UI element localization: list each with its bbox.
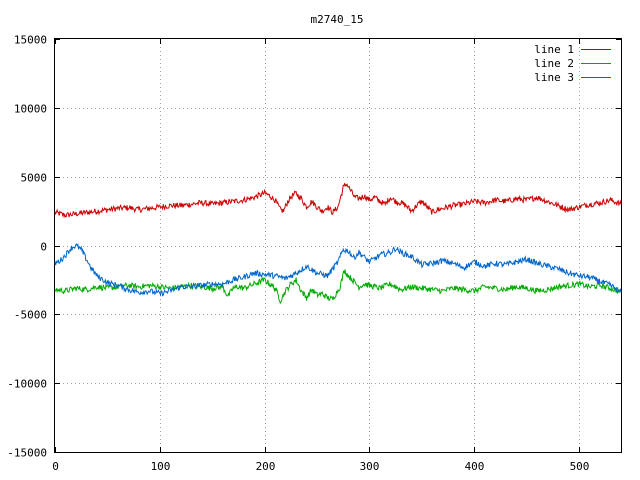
x-tick-label: 0 [52,460,59,473]
x-tick-label: 500 [570,460,590,473]
x-tick-label: 200 [256,460,276,473]
x-tick-label: 300 [360,460,380,473]
series-lines [54,182,622,305]
y-tick-label: 10000 [14,103,47,116]
y-tick-label: 0 [40,241,47,254]
x-tick-label: 100 [151,460,171,473]
x-tick-label: 400 [465,460,485,473]
y-tick-label: 5000 [21,172,48,185]
plot-frame [54,38,622,453]
legend-label: line 2 [534,57,574,70]
chart-title: m2740_15 [311,13,364,26]
y-tick-label: -10000 [7,378,47,391]
y-tick-label: -5000 [14,309,47,322]
grid [55,39,621,452]
y-tick-label: -15000 [7,447,47,460]
legend-label: line 1 [534,43,574,56]
series-line-2 [54,269,622,305]
series-line-1 [54,182,622,219]
legend-label: line 3 [534,71,574,84]
series-line-3 [54,243,622,297]
axis-ticks: 0 100 200 300 400 500 -15000 -10000 -5000 0 5000 10… [7,34,621,473]
y-tick-label: 15000 [14,34,47,47]
